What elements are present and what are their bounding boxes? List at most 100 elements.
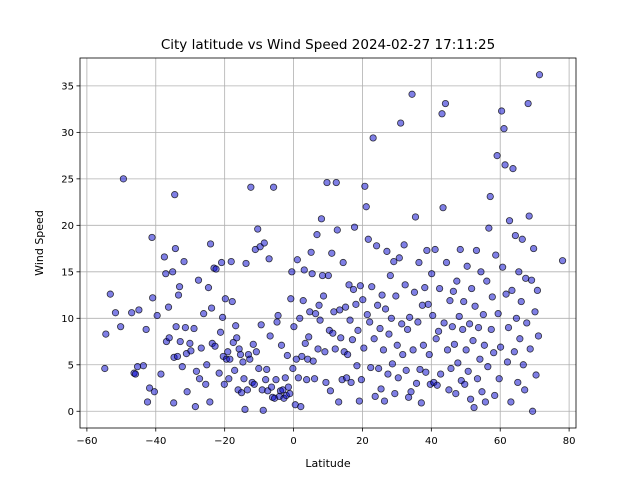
data-point <box>511 231 519 240</box>
data-point <box>456 245 464 254</box>
data-point <box>448 323 456 331</box>
data-point <box>239 358 247 366</box>
data-point <box>309 357 317 365</box>
data-point <box>260 239 268 247</box>
data-point <box>372 242 381 250</box>
data-point <box>313 231 321 239</box>
data-point <box>503 358 512 366</box>
x-tick-label: 20 <box>356 436 369 447</box>
data-point <box>499 263 507 271</box>
data-point <box>301 339 309 348</box>
data-point <box>344 350 352 359</box>
data-point <box>310 375 319 383</box>
data-point <box>428 270 436 278</box>
data-point <box>403 325 412 334</box>
data-point <box>296 314 304 322</box>
data-point <box>190 324 198 333</box>
data-point <box>393 341 401 349</box>
data-point <box>317 215 326 223</box>
data-point <box>392 292 400 300</box>
data-point <box>283 351 291 360</box>
data-point <box>490 349 498 357</box>
data-point <box>207 304 216 312</box>
data-point <box>519 361 527 369</box>
data-point <box>446 297 454 305</box>
data-point <box>493 152 501 160</box>
data-point <box>476 355 484 363</box>
x-tick-label: 80 <box>563 436 576 447</box>
data-point <box>221 295 229 303</box>
data-point <box>364 235 372 243</box>
data-point <box>390 257 398 266</box>
data-point <box>406 313 414 321</box>
y-tick-label: 25 <box>61 174 74 185</box>
data-point <box>381 305 390 313</box>
y-tick-label: 10 <box>61 314 74 325</box>
data-point <box>335 398 343 406</box>
data-point <box>303 376 311 384</box>
data-point <box>418 301 426 309</box>
data-point <box>502 290 510 298</box>
data-point <box>247 183 255 191</box>
data-point <box>442 258 451 267</box>
data-point <box>516 335 524 343</box>
data-point <box>265 255 273 263</box>
data-point <box>314 345 322 353</box>
data-point <box>157 370 165 378</box>
data-point <box>521 386 529 394</box>
data-point <box>294 374 302 382</box>
data-point <box>142 325 150 334</box>
data-point <box>306 308 314 316</box>
data-point <box>307 248 315 256</box>
y-tick-label: 20 <box>61 221 74 232</box>
data-point <box>386 271 394 280</box>
data-point <box>249 340 257 348</box>
grid-lines <box>80 58 576 428</box>
data-point <box>424 300 432 308</box>
data-point <box>409 346 417 354</box>
data-point <box>298 352 306 361</box>
x-tick-label: −40 <box>145 436 166 447</box>
data-point <box>297 403 305 411</box>
data-point <box>505 217 514 225</box>
data-point <box>308 270 316 278</box>
data-point <box>462 346 470 354</box>
data-point <box>273 318 281 326</box>
data-point <box>495 375 503 383</box>
x-tick-label: 40 <box>425 436 438 447</box>
data-point <box>349 285 358 294</box>
data-point <box>517 297 525 306</box>
data-point <box>401 281 409 289</box>
data-point <box>497 107 506 115</box>
x-tick-label: 60 <box>494 436 507 447</box>
data-point <box>119 175 128 183</box>
data-point <box>524 99 532 108</box>
data-point <box>435 284 444 293</box>
data-point <box>512 314 521 322</box>
y-axis-ticks: 0 5 10 15 20 25 30 35 <box>61 81 80 418</box>
data-point <box>252 348 260 356</box>
data-point <box>423 246 431 255</box>
data-point <box>284 383 292 391</box>
data-point <box>226 355 234 363</box>
data-point <box>286 390 294 398</box>
data-point <box>332 178 340 187</box>
data-point <box>485 224 493 232</box>
data-point <box>425 350 433 359</box>
data-point <box>200 310 208 318</box>
data-point <box>350 223 359 231</box>
data-point <box>433 381 441 389</box>
data-point <box>459 325 467 334</box>
x-tick-label: −20 <box>214 436 235 447</box>
data-point <box>496 343 505 351</box>
data-point <box>481 398 490 406</box>
data-point <box>180 257 188 266</box>
data-point <box>337 334 345 342</box>
data-point <box>227 257 235 266</box>
data-point <box>299 297 307 305</box>
data-point <box>150 388 158 396</box>
data-point <box>391 390 399 398</box>
data-point <box>508 286 516 295</box>
data-point <box>341 303 350 311</box>
data-point <box>414 318 422 326</box>
